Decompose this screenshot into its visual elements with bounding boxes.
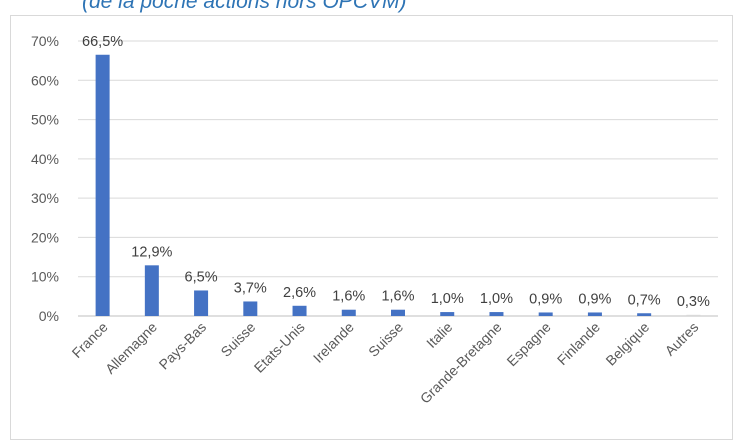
data-label: 2,6% bbox=[283, 285, 316, 301]
y-tick-label: 20% bbox=[31, 229, 59, 245]
bar bbox=[686, 314, 701, 316]
bar bbox=[292, 305, 307, 316]
y-tick-label: 0% bbox=[39, 308, 59, 324]
y-tick-label: 30% bbox=[31, 190, 59, 206]
chart-frame bbox=[10, 15, 733, 440]
bar bbox=[341, 309, 356, 316]
y-tick-label: 60% bbox=[31, 72, 59, 88]
data-label: 1,6% bbox=[332, 289, 365, 305]
data-label: 1,6% bbox=[381, 289, 414, 305]
x-tick-label: Espagne bbox=[503, 319, 554, 370]
y-tick-label: 70% bbox=[31, 33, 59, 49]
y-tick-label: 50% bbox=[31, 112, 59, 128]
bar bbox=[587, 312, 602, 316]
x-tick-label: Suisse bbox=[217, 319, 258, 360]
y-tick-label: 40% bbox=[31, 151, 59, 167]
data-label: 6,5% bbox=[185, 269, 218, 285]
data-label: 0,9% bbox=[578, 291, 611, 307]
data-label: 0,9% bbox=[529, 291, 562, 307]
bar bbox=[194, 290, 209, 316]
x-tick-label: Pays-Bas bbox=[156, 319, 210, 373]
bar bbox=[391, 309, 405, 316]
x-tick-label: Italie bbox=[423, 319, 455, 351]
bar bbox=[538, 312, 553, 316]
data-label: 1,0% bbox=[431, 291, 464, 307]
x-tick-label: Autres bbox=[662, 319, 702, 359]
data-label: 1,0% bbox=[480, 291, 513, 307]
bar bbox=[243, 301, 258, 316]
bar bbox=[440, 312, 455, 316]
x-tick-label: Irelande bbox=[310, 319, 357, 366]
chart-title: (de la poche actions hors OPCVM) bbox=[82, 0, 407, 13]
x-tick-label: Finlande bbox=[554, 319, 603, 368]
y-tick-label: 10% bbox=[31, 269, 59, 285]
x-tick-label: Allemagne bbox=[102, 319, 160, 377]
x-tick-label: Suisse bbox=[365, 319, 406, 360]
data-label: 0,3% bbox=[677, 294, 710, 310]
bar bbox=[489, 312, 504, 316]
bar bbox=[637, 313, 652, 316]
x-tick-label: Etats-Unis bbox=[251, 319, 308, 376]
data-label: 12,9% bbox=[131, 244, 172, 260]
bar bbox=[144, 265, 159, 316]
data-label: 3,7% bbox=[234, 280, 267, 296]
data-label: 0,7% bbox=[628, 292, 661, 308]
x-tick-label: France bbox=[69, 319, 111, 361]
bar bbox=[95, 54, 110, 316]
data-label: 66,5% bbox=[82, 34, 123, 50]
x-tick-label: Belgique bbox=[602, 319, 652, 369]
